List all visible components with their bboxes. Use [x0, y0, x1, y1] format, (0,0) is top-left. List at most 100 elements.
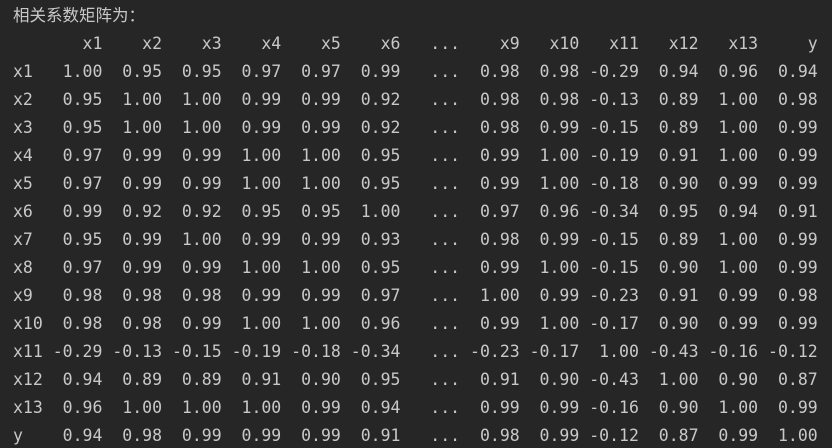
matrix-row: x10 0.98 0.98 0.99 1.00 1.00 0.96 ... 0.… — [13, 310, 832, 338]
row-label: x1 — [13, 62, 43, 81]
matrix-cell: -0.18 — [281, 342, 341, 361]
row-label: x4 — [13, 146, 43, 165]
matrix-cell: 0.95 — [281, 202, 341, 221]
column-header: x11 — [579, 34, 639, 53]
matrix-row: x13 0.96 1.00 1.00 1.00 0.99 0.94 ... 0.… — [13, 394, 832, 422]
matrix-cell: 1.00 — [42, 62, 103, 81]
row-label: x12 — [13, 370, 43, 389]
matrix-cell: 1.00 — [698, 258, 759, 277]
matrix-cell: 0.99 — [281, 118, 341, 137]
matrix-cell: 0.97 — [221, 62, 282, 81]
matrix-cell: 0.99 — [42, 202, 103, 221]
matrix-row: x9 0.98 0.98 0.98 0.99 0.99 0.97 ... 1.0… — [13, 282, 832, 310]
matrix-cell: 1.00 — [340, 202, 401, 221]
matrix-cell: ... — [400, 398, 461, 417]
matrix-cell: 1.00 — [221, 258, 282, 277]
matrix-cell: 1.00 — [281, 314, 341, 333]
matrix-cell: 0.96 — [698, 62, 759, 81]
matrix-cell: 0.99 — [460, 314, 520, 333]
matrix-header-row: x1 x2 x3 x4 x5 x6 ... x9 x10 x11 x12 x13… — [13, 30, 832, 58]
matrix-cell: -0.12 — [579, 426, 639, 445]
row-label: x9 — [13, 286, 43, 305]
matrix-cell: 0.93 — [340, 230, 401, 249]
matrix-cell: 0.98 — [460, 118, 520, 137]
matrix-cell: 0.94 — [42, 426, 103, 445]
row-label: x8 — [13, 258, 43, 277]
matrix-cell: 0.98 — [42, 314, 103, 333]
matrix-cell: ... — [400, 286, 461, 305]
matrix-row: x12 0.94 0.89 0.89 0.91 0.90 0.95 ... 0.… — [13, 366, 832, 394]
matrix-cell: 0.98 — [42, 286, 103, 305]
matrix-cell: 0.95 — [42, 118, 103, 137]
row-label: x10 — [13, 314, 43, 333]
matrix-cell: 0.95 — [340, 174, 401, 193]
matrix-cell: 0.89 — [102, 370, 163, 389]
matrix-cell: 0.87 — [638, 426, 699, 445]
matrix-cell: -0.43 — [638, 342, 699, 361]
matrix-cell: 0.95 — [42, 230, 103, 249]
matrix-cell: -0.19 — [221, 342, 282, 361]
matrix-row: x2 0.95 1.00 1.00 0.99 0.99 0.92 ... 0.9… — [13, 86, 832, 114]
matrix-cell: -0.13 — [579, 90, 639, 109]
row-label: x2 — [13, 90, 43, 109]
matrix-cell: -0.16 — [579, 398, 639, 417]
matrix-cell: 1.00 — [460, 286, 520, 305]
matrix-cell: 0.94 — [638, 62, 699, 81]
matrix-cell: 0.89 — [638, 118, 699, 137]
matrix-row: x1 1.00 0.95 0.95 0.97 0.97 0.99 ... 0.9… — [13, 58, 832, 86]
matrix-cell: 0.94 — [42, 370, 103, 389]
matrix-cell: 1.00 — [221, 146, 282, 165]
matrix-cell: 0.98 — [102, 314, 163, 333]
matrix-cell: ... — [400, 258, 461, 277]
matrix-cell: 1.00 — [162, 90, 222, 109]
matrix-cell: ... — [400, 146, 461, 165]
matrix-cell: 0.99 — [162, 426, 222, 445]
matrix-cell: -0.23 — [460, 342, 520, 361]
matrix-cell: 0.99 — [340, 62, 401, 81]
matrix-cell: 1.00 — [162, 398, 222, 417]
matrix-cell: 1.00 — [281, 146, 341, 165]
matrix-cell: 0.99 — [221, 230, 282, 249]
matrix-cell: 0.92 — [340, 118, 401, 137]
matrix-cell: 0.99 — [758, 146, 818, 165]
matrix-cell: -0.13 — [102, 342, 163, 361]
matrix-cell: 0.98 — [519, 62, 580, 81]
matrix-row: x7 0.95 0.99 1.00 0.99 0.99 0.93 ... 0.9… — [13, 226, 832, 254]
matrix-cell: 0.99 — [758, 258, 818, 277]
matrix-cell: 1.00 — [221, 174, 282, 193]
matrix-cell: 1.00 — [102, 398, 163, 417]
matrix-cell: 0.95 — [340, 258, 401, 277]
matrix-cell: 0.99 — [758, 174, 818, 193]
matrix-cell: 0.96 — [519, 202, 580, 221]
column-header: ... — [400, 34, 461, 53]
matrix-cell: 0.99 — [162, 146, 222, 165]
matrix-cell: 1.00 — [162, 118, 222, 137]
matrix-cell: 1.00 — [519, 174, 580, 193]
correlation-matrix: x1 x2 x3 x4 x5 x6 ... x9 x10 x11 x12 x13… — [13, 30, 832, 448]
matrix-cell: 1.00 — [281, 174, 341, 193]
matrix-cell: ... — [400, 62, 461, 81]
matrix-cell: 0.91 — [221, 370, 282, 389]
matrix-cell: 0.99 — [221, 286, 282, 305]
column-header: x10 — [519, 34, 580, 53]
matrix-cell: 0.91 — [638, 286, 699, 305]
matrix-cell: 0.98 — [460, 426, 520, 445]
matrix-cell: 0.97 — [281, 62, 341, 81]
matrix-cell: 0.99 — [519, 230, 580, 249]
matrix-cell: -0.15 — [579, 258, 639, 277]
matrix-cell: 0.98 — [519, 90, 580, 109]
matrix-cell: 0.99 — [519, 286, 580, 305]
matrix-cell: 0.98 — [460, 62, 520, 81]
row-label: x7 — [13, 230, 43, 249]
matrix-cell: 0.92 — [162, 202, 222, 221]
matrix-cell: 1.00 — [698, 118, 759, 137]
matrix-cell: 0.99 — [758, 118, 818, 137]
matrix-cell: 0.95 — [340, 146, 401, 165]
matrix-cell: -0.34 — [579, 202, 639, 221]
matrix-cell: 0.94 — [758, 62, 818, 81]
matrix-cell: 0.99 — [102, 258, 163, 277]
matrix-cell: 0.94 — [698, 202, 759, 221]
matrix-cell: 1.00 — [698, 230, 759, 249]
matrix-cell: -0.17 — [519, 342, 580, 361]
row-label: y — [13, 426, 43, 445]
